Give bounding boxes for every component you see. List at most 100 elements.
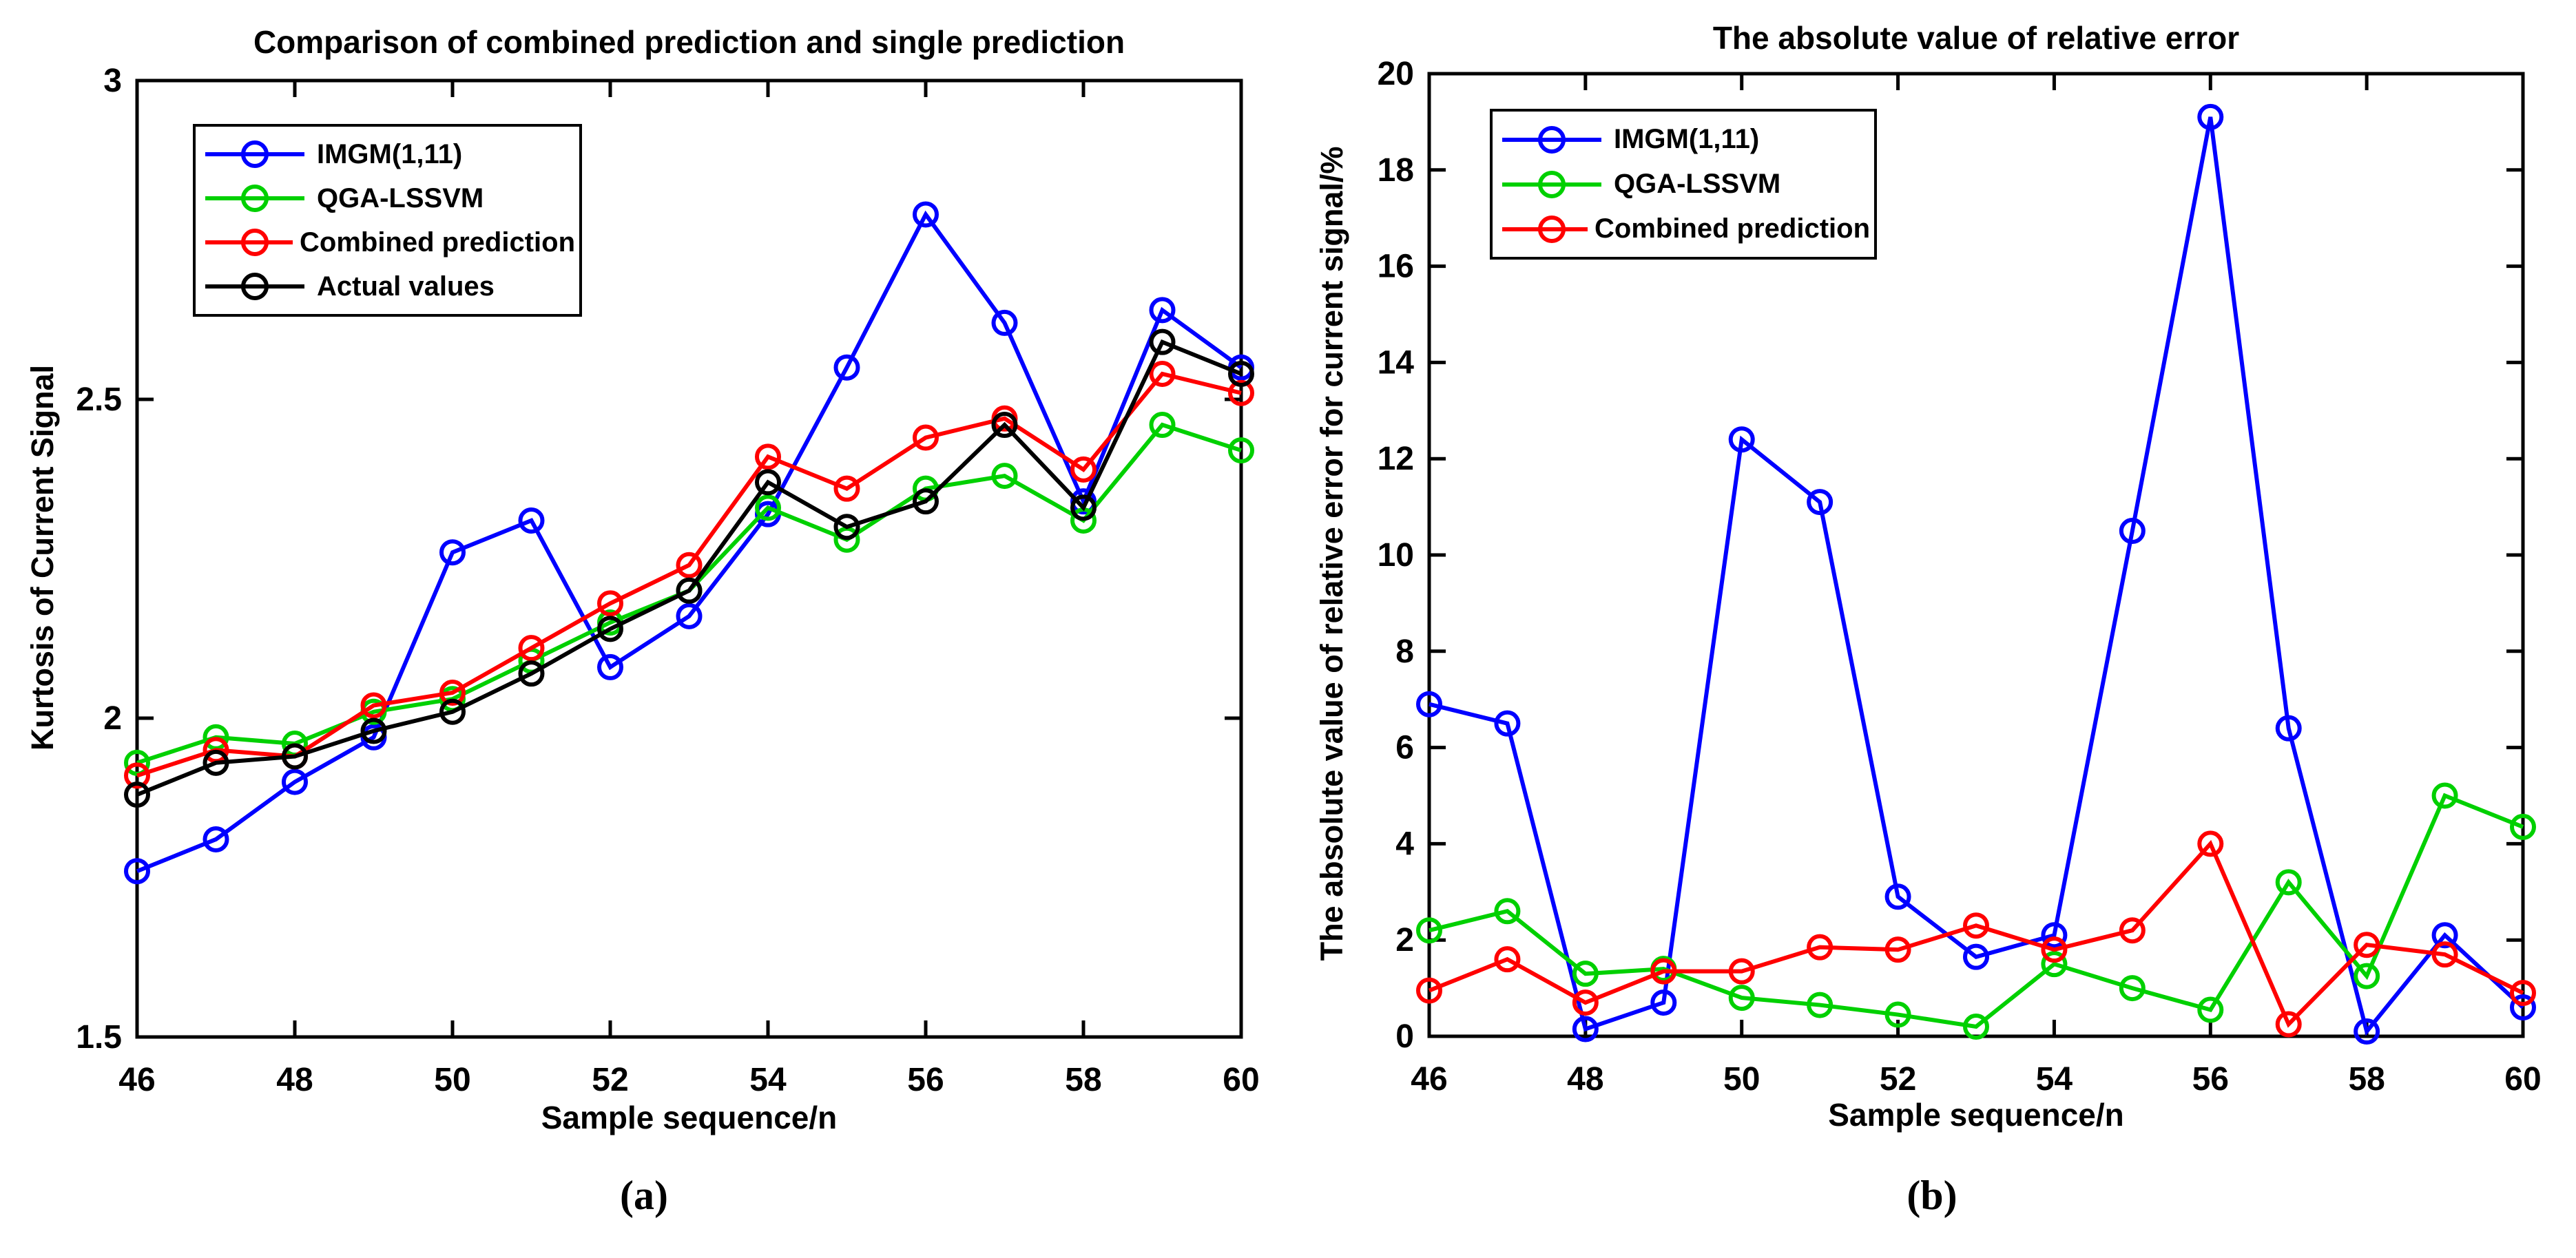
data-point-marker: [597, 653, 623, 680]
data-point-marker: [833, 354, 860, 381]
legend-entry-label: Combined prediction: [1595, 213, 1870, 244]
data-point-marker: [1149, 328, 1176, 355]
legend-entry-label: Actual values: [317, 271, 495, 302]
data-point-marker: [676, 577, 703, 604]
data-point-marker: [1884, 1001, 1911, 1028]
legend-sample-marker: [241, 140, 269, 168]
series-line: [136, 339, 1243, 797]
data-point-marker: [755, 494, 781, 521]
data-point-marker: [597, 590, 623, 617]
legend-entry-label: IMGM(1,11): [1614, 124, 1760, 154]
legend-line-sample-icon: [205, 140, 304, 168]
chart-b-caption: (b): [1907, 1173, 1957, 1218]
data-point-marker: [913, 424, 939, 451]
series-Actual values: [124, 328, 1254, 808]
series-line: [1429, 793, 2524, 1029]
x-tick-label: 46: [118, 1062, 155, 1098]
x-tick-label: 54: [2036, 1061, 2073, 1098]
data-point-marker: [1149, 297, 1176, 324]
data-point-marker: [1149, 360, 1176, 387]
data-point-marker: [2431, 941, 2458, 968]
chart-panel-b: 46 48 50 52 54 56 58 60 0 2 4 6 8 10 12 14 16 18 20 The ab…: [1288, 0, 2576, 1258]
data-point-marker: [1494, 898, 1521, 925]
legend-entry-label: QGA-LSSVM: [317, 182, 484, 213]
data-point-marker: [124, 858, 150, 885]
y-tick-label: 4: [1395, 826, 1414, 862]
data-point-marker: [439, 539, 466, 566]
y-tick-label: 20: [1378, 56, 1414, 92]
data-point-marker: [2275, 1011, 2302, 1038]
x-tick-label: 48: [1567, 1061, 1603, 1098]
data-point-marker: [1416, 977, 1442, 1004]
legend-entry-QGA-LSSVM: QGA-LSSVM: [1497, 162, 1870, 207]
legend-entry-Combined prediction: Combined prediction: [200, 220, 575, 264]
data-point-marker: [2431, 782, 2458, 809]
y-tick-label: 2: [103, 700, 122, 737]
x-tick-label: 50: [1723, 1061, 1760, 1098]
x-tick-label: 60: [2504, 1061, 2541, 1098]
x-tick-label: 58: [1065, 1062, 1101, 1098]
data-point-marker: [1572, 1016, 1599, 1042]
data-point-marker: [518, 635, 545, 662]
series-line: [136, 371, 1242, 778]
chart-a-xlabel: Sample sequence/n: [541, 1100, 838, 1135]
data-point-marker: [1572, 989, 1599, 1016]
chart-b-ylabel: The absolute value of relative error for…: [1314, 146, 1349, 961]
data-point-marker: [1228, 437, 1254, 464]
series-Combined prediction: [1416, 830, 2536, 1038]
data-point-marker: [1807, 934, 1834, 961]
x-tick-label: 48: [276, 1062, 313, 1098]
data-point-marker: [2197, 103, 2224, 130]
data-point-marker: [1963, 1014, 1989, 1040]
data-point-marker: [1416, 917, 1442, 944]
data-point-marker: [360, 717, 387, 744]
y-tick-label: 14: [1378, 344, 1415, 381]
data-point-marker: [439, 698, 466, 725]
chart-b-title: The absolute value of relative error: [1712, 20, 2240, 56]
x-tick-label: 56: [907, 1062, 944, 1098]
data-point-marker: [2354, 1018, 2380, 1045]
chart-a-legend: IMGM(1,11) QGA-LSSVM Combined prediction Ac…: [193, 124, 582, 317]
series-IMGM(1,11): [124, 201, 1254, 885]
legend-line-sample-icon: [1502, 125, 1601, 154]
legend-sample-marker: [1538, 215, 1566, 243]
data-point-marker: [2119, 975, 2146, 1002]
axis-ticks: 46 48 50 52 54 56 58 60 1.5 2 2.5 3: [76, 63, 1259, 1098]
data-point-marker: [1494, 946, 1521, 973]
data-point-marker: [2354, 963, 2380, 989]
chart-b-xlabel: Sample sequence/n: [1828, 1097, 2124, 1133]
data-point-marker: [991, 412, 1018, 439]
legend-entry-Combined prediction: Combined prediction: [1497, 207, 1870, 251]
data-point-marker: [124, 762, 150, 789]
y-tick-label: 6: [1395, 730, 1414, 766]
data-point-marker: [755, 469, 781, 496]
data-point-marker: [2041, 922, 2068, 949]
data-point-marker: [991, 463, 1018, 490]
data-point-marker: [1963, 912, 1989, 939]
data-point-marker: [1070, 456, 1097, 483]
data-point-marker: [202, 749, 229, 776]
data-point-marker: [518, 507, 545, 534]
data-point-marker: [597, 616, 623, 642]
data-point-marker: [1807, 489, 1834, 516]
series-QGA-LSSVM: [1416, 782, 2536, 1040]
axes-box: [135, 78, 1243, 1039]
legend-entry-QGA-LSSVM: QGA-LSSVM: [200, 176, 575, 220]
data-point-marker: [2275, 869, 2302, 896]
chart-b-legend: IMGM(1,11) QGA-LSSVM Combined prediction: [1490, 109, 1877, 260]
legend-sample-marker: [241, 185, 269, 212]
data-point-marker: [2510, 994, 2536, 1021]
x-tick-label: 50: [434, 1062, 470, 1098]
series-Combined prediction: [124, 360, 1254, 789]
data-point-marker: [1149, 412, 1176, 439]
y-tick-label: 3: [103, 63, 122, 99]
y-tick-label: 16: [1378, 249, 1414, 285]
data-point-marker: [1572, 961, 1599, 987]
legend-entry-Actual values: Actual values: [200, 264, 575, 308]
data-point-marker: [2041, 951, 2068, 978]
y-tick-label: 2.5: [76, 381, 122, 418]
data-point-marker: [676, 602, 703, 629]
x-tick-label: 46: [1411, 1061, 1447, 1098]
data-point-marker: [2510, 980, 2536, 1007]
